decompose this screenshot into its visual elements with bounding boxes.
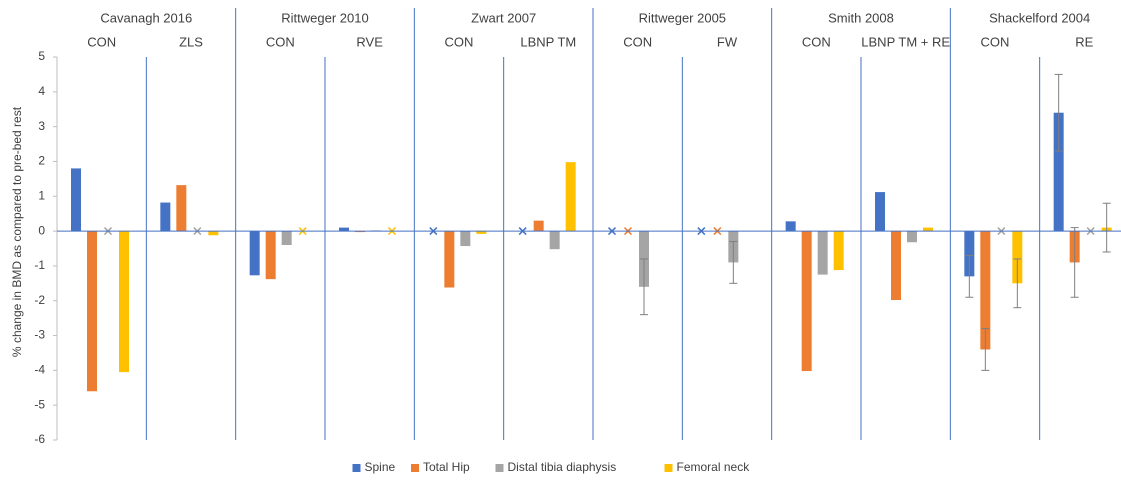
y-tick-label: 5 <box>38 49 45 63</box>
y-tick-label: 1 <box>38 188 45 202</box>
bar <box>833 231 844 271</box>
study-label: Rittweger 2005 <box>639 10 726 25</box>
group-label: RE <box>1075 34 1093 49</box>
group-label: CON <box>981 34 1010 49</box>
bar <box>549 231 560 250</box>
error-bar <box>640 258 648 316</box>
legend-swatch <box>495 464 504 472</box>
legend-label: Femoral neck <box>677 460 751 474</box>
group-label: ZLS <box>179 34 203 49</box>
group-label: LBNP TM + RE <box>861 34 950 49</box>
bar <box>964 231 975 277</box>
y-tick-label: 3 <box>38 119 45 133</box>
bar <box>476 231 487 234</box>
bar <box>460 231 471 247</box>
y-tick-label: 0 <box>38 223 45 237</box>
bar <box>923 227 933 232</box>
bar <box>71 168 81 232</box>
legend-swatch <box>411 464 419 472</box>
bar <box>444 231 455 288</box>
legend-label: Distal tibia diaphysis <box>508 460 617 474</box>
group-label: CON <box>87 34 116 49</box>
error-bar <box>1102 202 1111 253</box>
group-label: LBNP TM <box>520 34 576 49</box>
error-bar <box>981 328 990 371</box>
error-bar <box>1070 227 1079 298</box>
bar <box>801 231 812 372</box>
bar <box>208 231 219 236</box>
bar <box>160 202 171 232</box>
legend-swatch <box>664 464 673 472</box>
legend-swatch <box>352 464 361 472</box>
legend-label: Spine <box>365 460 396 474</box>
y-tick-label: -5 <box>34 397 45 411</box>
error-bar <box>729 241 738 284</box>
bar <box>119 231 129 373</box>
group-label: FW <box>717 34 738 49</box>
bar <box>87 231 97 392</box>
y-tick-label: -3 <box>34 328 45 342</box>
bar <box>785 221 796 232</box>
group-label: RVE <box>356 34 383 49</box>
bar <box>281 231 292 246</box>
legend-label: Total Hip <box>423 460 470 474</box>
study-label: Rittweger 2010 <box>281 10 368 25</box>
bar <box>1053 112 1064 232</box>
y-tick-label: -6 <box>34 432 45 446</box>
bar <box>265 231 276 280</box>
bar <box>891 231 901 301</box>
bar <box>817 231 828 275</box>
bar <box>533 220 544 232</box>
y-tick-label: 4 <box>38 84 45 98</box>
bar <box>176 185 187 232</box>
bar <box>1012 231 1023 284</box>
group-label: CON <box>445 34 474 49</box>
group-label: CON <box>623 34 652 49</box>
bar <box>249 231 260 276</box>
study-label: Shackelford 2004 <box>989 10 1090 25</box>
study-label: Smith 2008 <box>828 10 894 25</box>
error-bar <box>965 254 974 298</box>
group-label: CON <box>266 34 295 49</box>
y-tick-label: 2 <box>38 154 45 168</box>
study-label: Cavanagh 2016 <box>100 10 192 25</box>
group-label: CON <box>802 34 831 49</box>
bar <box>907 231 917 243</box>
study-label: Zwart 2007 <box>471 10 536 25</box>
y-tick-label: -2 <box>34 293 45 307</box>
y-tick-label: -4 <box>34 363 45 377</box>
bar <box>565 162 576 232</box>
error-bar <box>1013 258 1022 309</box>
bar <box>980 231 991 350</box>
error-bar <box>1054 73 1063 152</box>
y-axis-label: % change in BMD as compared to pre-bed r… <box>10 106 24 357</box>
bar <box>875 192 885 232</box>
y-tick-label: -1 <box>34 258 45 272</box>
bar <box>339 227 349 232</box>
